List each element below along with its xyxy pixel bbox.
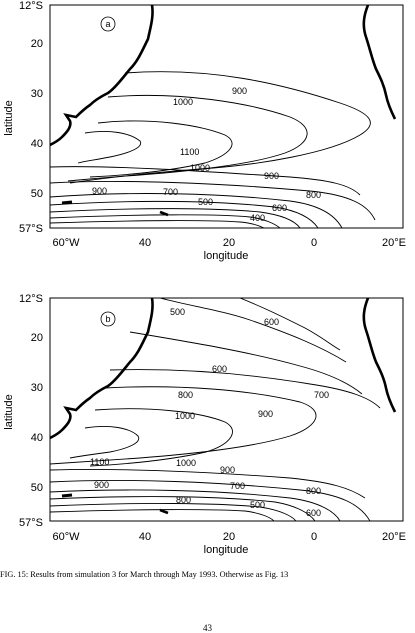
contour-line [69, 71, 371, 184]
panel-b: b 500 600 600 700 800 1000 900 1100 1000… [49, 297, 404, 522]
contour-label: 800 [306, 486, 321, 496]
contour-label: 900 [92, 186, 107, 196]
y-tick-label: 12°S [19, 0, 43, 12]
south-georgia [159, 508, 169, 515]
contour-label: 700 [314, 390, 329, 400]
plot-frame [49, 4, 404, 229]
contour-line [50, 496, 316, 521]
y-axis-label: latitude [3, 100, 15, 135]
coastline-south-america [50, 298, 154, 440]
contour-line [50, 193, 343, 228]
contour-line [159, 298, 347, 363]
x-axis-label: longitude [204, 250, 249, 262]
panel-label-circle [100, 16, 116, 32]
contour-line [69, 425, 140, 459]
contour-label: 900 [264, 171, 279, 181]
panel-label-circle [100, 311, 116, 327]
contour-label: 700 [163, 187, 178, 197]
panel-label: a [105, 19, 110, 29]
x-tick-label: 0 [311, 237, 317, 249]
y-tick-label: 57°S [19, 223, 43, 235]
y-tick-label: 20 [31, 332, 43, 344]
contour-line [50, 208, 301, 228]
panel-label: b [105, 314, 110, 324]
contour-label: 500 [198, 197, 213, 207]
contour-label: 500 [250, 500, 265, 510]
contour-label: 900 [232, 86, 247, 96]
contour-label: 700 [230, 481, 245, 491]
contour-line [50, 200, 319, 228]
x-tick-label: 20°E [382, 531, 406, 543]
contour-label: 1000 [190, 163, 210, 173]
contour-line [50, 503, 297, 521]
contour-line [50, 220, 265, 228]
contour-label: 900 [258, 409, 273, 419]
y-tick-label: 40 [31, 432, 43, 444]
y-axis-label: latitude [3, 394, 15, 429]
contour-label: 1000 [175, 411, 195, 421]
contour-label: 600 [212, 364, 227, 374]
contour-line [50, 469, 366, 499]
figure-caption: FIG. 15: Results from simulation 3 for M… [0, 570, 289, 579]
y-tick-label: 50 [31, 482, 43, 494]
contour-line [77, 130, 142, 164]
coastline-africa [362, 5, 397, 120]
contour-label: 1100 [90, 457, 109, 467]
contour-label: 900 [94, 480, 109, 490]
contour-label: 800 [178, 390, 193, 400]
x-tick-label: 20°E [382, 237, 406, 249]
panel-a-axes: 12°S 20 30 40 50 57°S 60°W 40 20 0 20°E … [3, 0, 406, 262]
x-tick-label: 60°W [52, 237, 80, 249]
contour-label: 1000 [173, 97, 193, 107]
y-tick-label: 40 [31, 138, 43, 150]
contour-label: 600 [264, 317, 279, 327]
x-tick-label: 40 [139, 531, 151, 543]
contour-label: 800 [306, 190, 321, 200]
contour-label: 400 [250, 213, 265, 223]
plot-frame [49, 297, 404, 522]
falkland-islands [61, 200, 73, 205]
y-tick-label: 30 [31, 88, 43, 100]
page-number: 43 [203, 623, 212, 633]
falkland-islands [61, 493, 73, 498]
y-tick-label: 20 [31, 38, 43, 50]
contour-line [50, 386, 317, 465]
contour-line [89, 408, 233, 467]
x-tick-label: 60°W [52, 531, 80, 543]
contour-line [67, 95, 308, 182]
contour-line [50, 180, 376, 221]
contour-line [239, 298, 341, 351]
coastline-africa [362, 298, 397, 413]
contour-label: 600 [306, 508, 321, 518]
contour-label: 1100 [180, 147, 199, 157]
x-tick-label: 40 [139, 237, 151, 249]
contour-line [50, 214, 281, 228]
x-tick-label: 20 [223, 531, 235, 543]
y-tick-label: 12°S [19, 293, 43, 305]
contour-line [89, 120, 233, 178]
contour-line [50, 489, 341, 521]
contour-label: 500 [170, 307, 185, 317]
y-tick-label: 30 [31, 382, 43, 394]
y-tick-label: 50 [31, 188, 43, 200]
contour-label: 800 [176, 495, 191, 505]
coastline-south-america [50, 5, 154, 147]
panel-a: a 900 1000 1100 1000 900 900 800 700 600… [49, 4, 404, 229]
contour-label: 900 [220, 465, 235, 475]
south-georgia [159, 210, 169, 217]
x-tick-label: 0 [311, 531, 317, 543]
contour-line [50, 166, 361, 196]
panel-b-axes: 12°S 20 30 40 50 57°S 60°W 40 20 0 20°E … [3, 293, 406, 556]
contour-line [50, 509, 275, 521]
x-axis-label: longitude [204, 544, 249, 556]
contour-label: 1000 [176, 458, 196, 468]
contour-label: 600 [272, 203, 287, 213]
y-tick-label: 57°S [19, 517, 43, 529]
contour-line [109, 369, 381, 409]
contour-line [129, 331, 363, 395]
contour-line [50, 479, 371, 521]
x-tick-label: 20 [223, 237, 235, 249]
